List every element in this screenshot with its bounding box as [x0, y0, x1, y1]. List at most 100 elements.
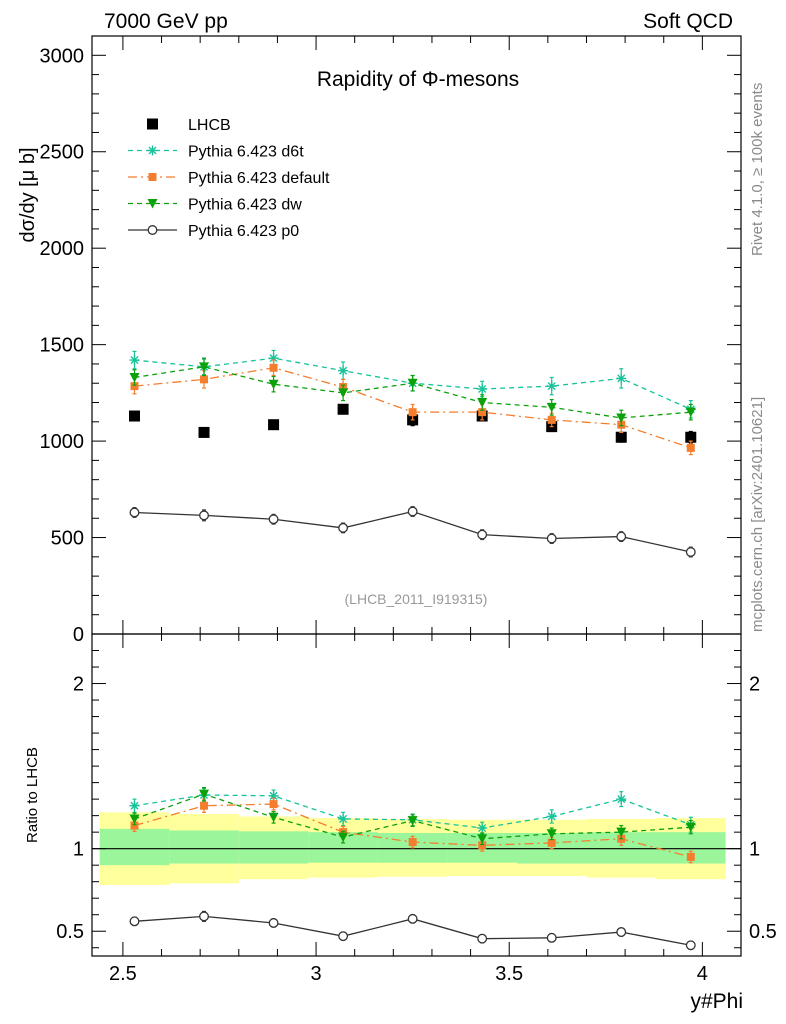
legend-label-lhcb: LHCB [188, 117, 231, 134]
ratio-ytick-label: 2 [73, 674, 84, 696]
main-point-pythia-6-423-d6t [546, 381, 557, 392]
ratio-series-pythia-6-423-p0 [129, 910, 696, 951]
main-point-lhcb [128, 410, 140, 422]
ratio-point-pythia-6-423-d6t [546, 811, 557, 822]
main-point-pythia-6-423-dw [546, 402, 557, 413]
main-ytick-label: 1500 [40, 335, 85, 357]
main-title: Rapidity of Φ-mesons [317, 68, 519, 91]
ratio-point-pythia-6-423-dw [407, 816, 418, 826]
main-point-pythia-6-423-dw [268, 379, 279, 390]
main-point-pythia-6-423-default [200, 375, 209, 384]
mcplots-label: mcplots.cern.ch [arXiv:2401.10621] [749, 397, 766, 632]
header-category-label: Soft QCD [643, 10, 733, 33]
analysis-tag: (LHCB_2011_I919315) [345, 591, 488, 607]
main-point-pythia-6-423-d6t [477, 384, 488, 395]
main-point-pythia-6-423-d6t-stroke [130, 356, 139, 365]
ratio-point-pythia-6-423-dw [477, 834, 488, 844]
legend-label-pythia-6-423-d6t: Pythia 6.423 d6t [188, 144, 304, 161]
ratio-point-pythia-6-423-p0 [477, 933, 488, 944]
legend-entry-lhcb: LHCB [147, 117, 231, 134]
main-point-pythia-6-423-default [547, 415, 556, 424]
main-point-pythia-6-423-d6t-stroke [617, 374, 626, 383]
ratio-uncertainty-bands [92, 812, 741, 885]
main-point-pythia-6-423-d6t [129, 355, 140, 366]
main-point-pythia-6-423-d6t-stroke [478, 384, 487, 394]
legend-marker-pythia-6-423-d6t [147, 145, 158, 156]
main-point-pythia-6-423-p0 [199, 510, 209, 521]
main-point-lhcb [615, 431, 627, 443]
ratio-point-pythia-6-423-dw [268, 812, 279, 823]
legend-entry-pythia-6-423-default: Pythia 6.423 default [128, 170, 330, 187]
legend: LHCB Pythia 6.423 d6t Pythia 6.423 default… [128, 117, 330, 240]
ratio-ytick-label: 0.5 [56, 921, 84, 943]
ratio-point-pythia-6-423-p0 [616, 927, 627, 938]
main-point-pythia-6-423-dw [338, 388, 349, 398]
ratio-series-layer [129, 786, 696, 951]
legend-marker-pythia-6-423-default [148, 173, 157, 181]
ratio-point-pythia-6-423-d6t [616, 794, 627, 805]
main-ytick-label: 0 [73, 624, 84, 646]
legend-entry-pythia-6-423-dw: Pythia 6.423 dw [128, 197, 302, 214]
main-y-axis-label: dσ/dy [μ b] [17, 147, 39, 242]
ratio-point-pythia-6-423-p0 [338, 931, 349, 942]
ratio-point-pythia-6-423-d6t [477, 823, 488, 834]
ratio-point-pythia-6-423-d6t-stroke [339, 814, 348, 823]
main-point-pythia-6-423-default [686, 443, 695, 452]
main-point-pythia-6-423-dw [616, 413, 627, 423]
ratio-point-pythia-6-423-dw [129, 814, 140, 824]
main-point-pythia-6-423-dw [199, 362, 210, 372]
legend-label-pythia-6-423-dw: Pythia 6.423 dw [188, 197, 302, 214]
main-series-pythia-6-423-default [130, 359, 695, 456]
main-point-pythia-6-423-dw [129, 372, 140, 383]
legend-entry-pythia-6-423-p0: Pythia 6.423 p0 [128, 223, 299, 240]
main-point-pythia-6-423-p0 [268, 514, 279, 525]
ratio-point-pythia-6-423-d6t [338, 813, 349, 824]
main-point-pythia-6-423-p0 [685, 547, 696, 557]
main-point-pythia-6-423-d6t [616, 373, 627, 384]
ratio-point-pythia-6-423-default [478, 841, 487, 850]
ratio-point-pythia-6-423-default [686, 852, 695, 861]
main-ytick-label: 2500 [40, 142, 85, 164]
main-point-lhcb [268, 419, 280, 431]
ratio-frame [91, 633, 742, 957]
x-tick-label: 3.5 [495, 963, 523, 985]
main-point-lhcb [685, 431, 697, 443]
ratio-series-pythia-6-423-dw [129, 786, 696, 846]
rivet-version-label: Rivet 4.1.0, ≥ 100k events [749, 83, 766, 256]
ratio-point-pythia-6-423-d6t-stroke [478, 823, 487, 833]
main-line-pythia-6-423-p0 [134, 510, 691, 553]
main-point-pythia-6-423-p0 [477, 529, 488, 540]
ratio-point-pythia-6-423-dw [338, 832, 349, 843]
main-point-pythia-6-423-dw [477, 398, 488, 408]
ratio-ytick-label-right: 1 [749, 839, 760, 861]
ratio-point-pythia-6-423-dw [616, 827, 627, 838]
ratio-point-pythia-6-423-p0 [407, 913, 418, 924]
main-point-lhcb [337, 403, 349, 415]
main-point-pythia-6-423-dw [685, 407, 696, 418]
main-ytick-label: 1000 [40, 431, 85, 453]
ratio-point-pythia-6-423-p0 [268, 918, 279, 928]
legend-label-pythia-6-423-p0: Pythia 6.423 p0 [188, 223, 299, 240]
main-point-lhcb [198, 426, 210, 438]
main-point-pythia-6-423-d6t [338, 365, 349, 376]
ratio-point-pythia-6-423-d6t-stroke [130, 801, 139, 810]
main-point-pythia-6-423-p0 [616, 531, 627, 542]
ratio-point-pythia-6-423-d6t-stroke [547, 812, 556, 821]
main-point-pythia-6-423-d6t-stroke [339, 366, 348, 375]
ratio-point-pythia-6-423-default [269, 800, 278, 809]
ratio-stat-band [99, 828, 170, 866]
x-tick-label: 3 [310, 963, 321, 985]
main-point-pythia-6-423-d6t-stroke [269, 354, 278, 363]
legend-marker-pythia-6-423-p0 [147, 225, 158, 235]
main-point-pythia-6-423-dw [407, 378, 418, 389]
ratio-point-pythia-6-423-dw [546, 829, 557, 839]
ratio-point-pythia-6-423-d6t [129, 800, 140, 811]
main-series-pythia-6-423-p0 [129, 506, 696, 558]
x-axis-label: y#Phi [690, 990, 743, 1013]
main-axes: 0 500 1000 1500 2000 2500 3000 [40, 35, 742, 646]
ratio-ytick-label-right: 0.5 [749, 921, 777, 943]
ratio-ytick-label-right: 2 [749, 674, 760, 696]
main-point-pythia-6-423-p0 [338, 522, 349, 533]
main-point-pythia-6-423-p0 [546, 533, 557, 544]
ratio-point-pythia-6-423-p0 [129, 916, 140, 927]
